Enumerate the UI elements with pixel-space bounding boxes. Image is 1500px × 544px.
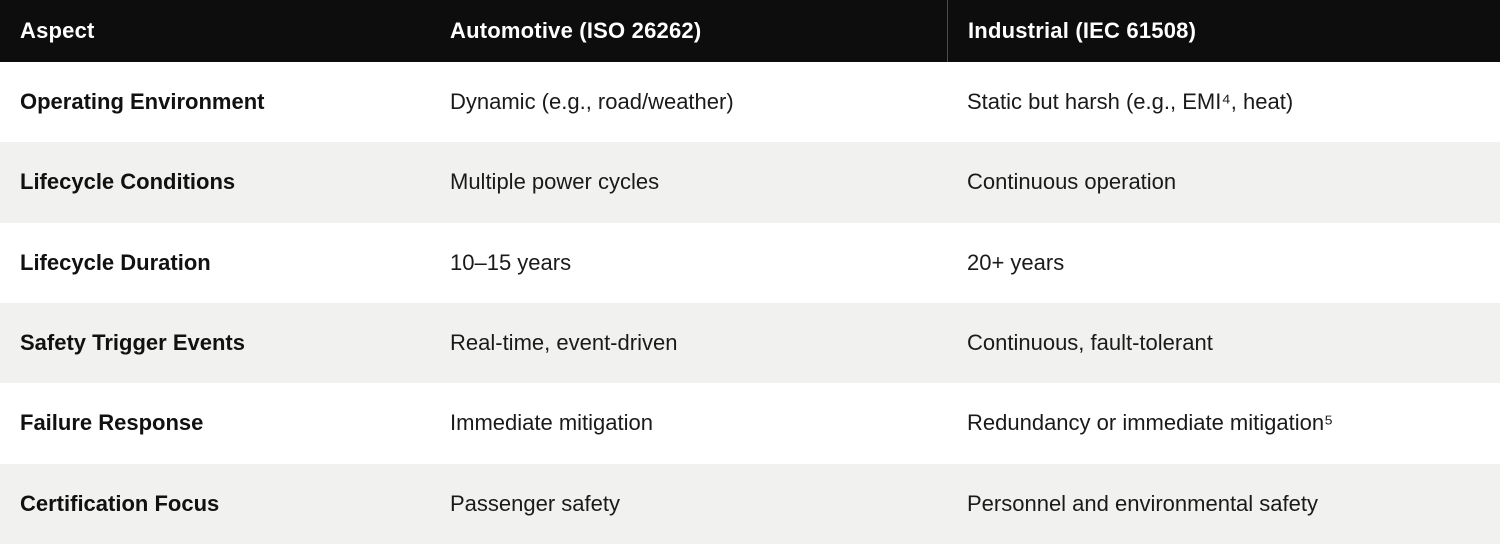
cell-industrial: Continuous, fault-tolerant xyxy=(967,329,1213,355)
column-header-industrial: Industrial (IEC 61508) xyxy=(947,0,1500,62)
table-row: Operating Environment Dynamic (e.g., roa… xyxy=(0,62,1500,143)
table-row: Failure Response Immediate mitigation Re… xyxy=(0,383,1500,464)
cell-industrial: Continuous operation xyxy=(967,169,1177,195)
cell-automotive: Immediate mitigation xyxy=(450,410,653,436)
cell-automotive: Real-time, event-driven xyxy=(450,329,678,355)
table-row: Safety Trigger Events Real-time, event-d… xyxy=(0,302,1500,384)
cell-automotive: 10–15 years xyxy=(450,249,572,275)
cell-aspect: Safety Trigger Events xyxy=(20,329,245,355)
table-row: Lifecycle Conditions Multiple power cycl… xyxy=(0,142,1500,223)
cell-industrial: Redundancy or immediate mitigation⁵ xyxy=(967,410,1334,436)
cell-aspect: Lifecycle Duration xyxy=(20,249,211,275)
table-row: Certification Focus Passenger safety Per… xyxy=(0,463,1500,544)
cell-automotive: Dynamic (e.g., road/weather) xyxy=(450,88,734,114)
table-row: Lifecycle Duration 10–15 years 20+ years xyxy=(0,222,1500,303)
cell-aspect: Operating Environment xyxy=(20,88,265,114)
column-header-automotive: Automotive (ISO 26262) xyxy=(450,17,702,43)
table-header-row: Aspect Automotive (ISO 26262) Industrial… xyxy=(0,0,1500,62)
cell-industrial: 20+ years xyxy=(967,249,1065,275)
column-header-aspect: Aspect xyxy=(20,17,95,43)
cell-aspect: Lifecycle Conditions xyxy=(20,169,236,195)
cell-industrial: Static but harsh (e.g., EMI⁴, heat) xyxy=(967,88,1294,114)
cell-aspect: Failure Response xyxy=(20,410,204,436)
cell-automotive: Passenger safety xyxy=(450,490,620,516)
cell-automotive: Multiple power cycles xyxy=(450,169,660,195)
cell-aspect: Certification Focus xyxy=(20,490,220,516)
cell-industrial: Personnel and environmental safety xyxy=(967,490,1318,516)
